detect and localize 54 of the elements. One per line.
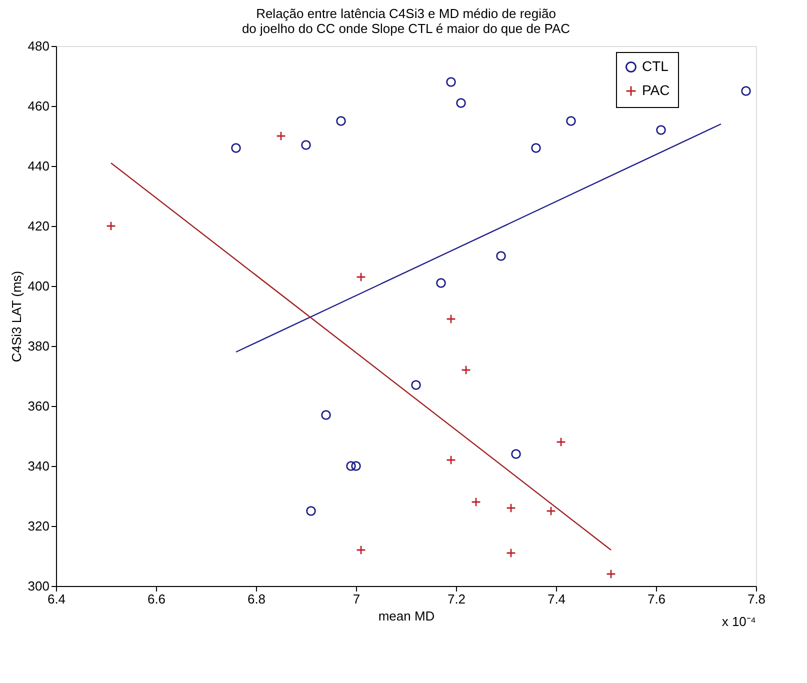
x-tick-label: 7.2 <box>447 592 466 606</box>
legend-label: PAC <box>642 82 670 98</box>
y-tick-label: 440 <box>28 158 50 174</box>
x-tick-label: 7.6 <box>647 592 666 606</box>
y-tick-label: 380 <box>28 338 50 354</box>
y-axis-title: C4Si3 LAT (ms) <box>8 270 24 362</box>
point <box>446 455 456 465</box>
point <box>336 116 346 126</box>
x-axis-title: mean MD <box>378 608 435 624</box>
point <box>301 140 311 150</box>
point <box>606 569 616 579</box>
point <box>411 380 421 390</box>
point <box>106 221 116 231</box>
point <box>511 449 521 459</box>
point <box>566 116 576 126</box>
point <box>231 143 241 153</box>
x-tick-label: 6.4 <box>47 592 66 606</box>
point <box>346 461 356 471</box>
x-tick-label: 7 <box>352 592 360 606</box>
point <box>321 410 331 420</box>
point <box>556 437 566 447</box>
point <box>461 365 471 375</box>
y-tick-label: 320 <box>28 518 50 534</box>
point <box>456 98 466 108</box>
point <box>446 314 456 324</box>
y-tick-label: 420 <box>28 218 50 234</box>
point <box>741 86 751 96</box>
x-tick-label: 7.4 <box>547 592 566 606</box>
point <box>446 77 456 87</box>
y-tick-label: 400 <box>28 278 50 294</box>
point <box>656 125 666 135</box>
point <box>356 272 366 282</box>
point <box>546 506 556 516</box>
chart-title: Relação entre latência C4Si3 e MD médio de região do joelho do CC onde Slope CTL é maior do que de PAC <box>242 6 570 36</box>
y-tick-label: 360 <box>28 398 50 414</box>
point <box>496 251 506 261</box>
y-tick-label: 460 <box>28 98 50 114</box>
point <box>506 503 516 513</box>
x-tick-label: 6.6 <box>147 592 166 606</box>
y-tick-label: 480 <box>28 38 50 54</box>
x-tick-label: 6.8 <box>247 592 266 606</box>
point <box>471 497 481 507</box>
y-tick-label: 300 <box>28 578 50 594</box>
point <box>436 278 446 288</box>
point <box>506 548 516 558</box>
y-tick-label: 340 <box>28 458 50 474</box>
point <box>306 506 316 516</box>
point <box>356 545 366 555</box>
legend-label: CTL <box>642 58 669 74</box>
x-tick-label: 7.8 <box>747 592 766 606</box>
point <box>351 461 361 471</box>
text: x 10⁻⁴ <box>722 614 756 629</box>
point <box>531 143 541 153</box>
point <box>276 131 286 141</box>
